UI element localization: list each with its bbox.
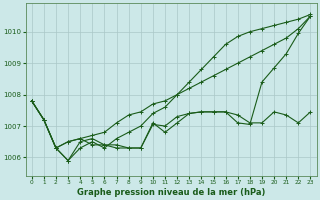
X-axis label: Graphe pression niveau de la mer (hPa): Graphe pression niveau de la mer (hPa) — [77, 188, 265, 197]
